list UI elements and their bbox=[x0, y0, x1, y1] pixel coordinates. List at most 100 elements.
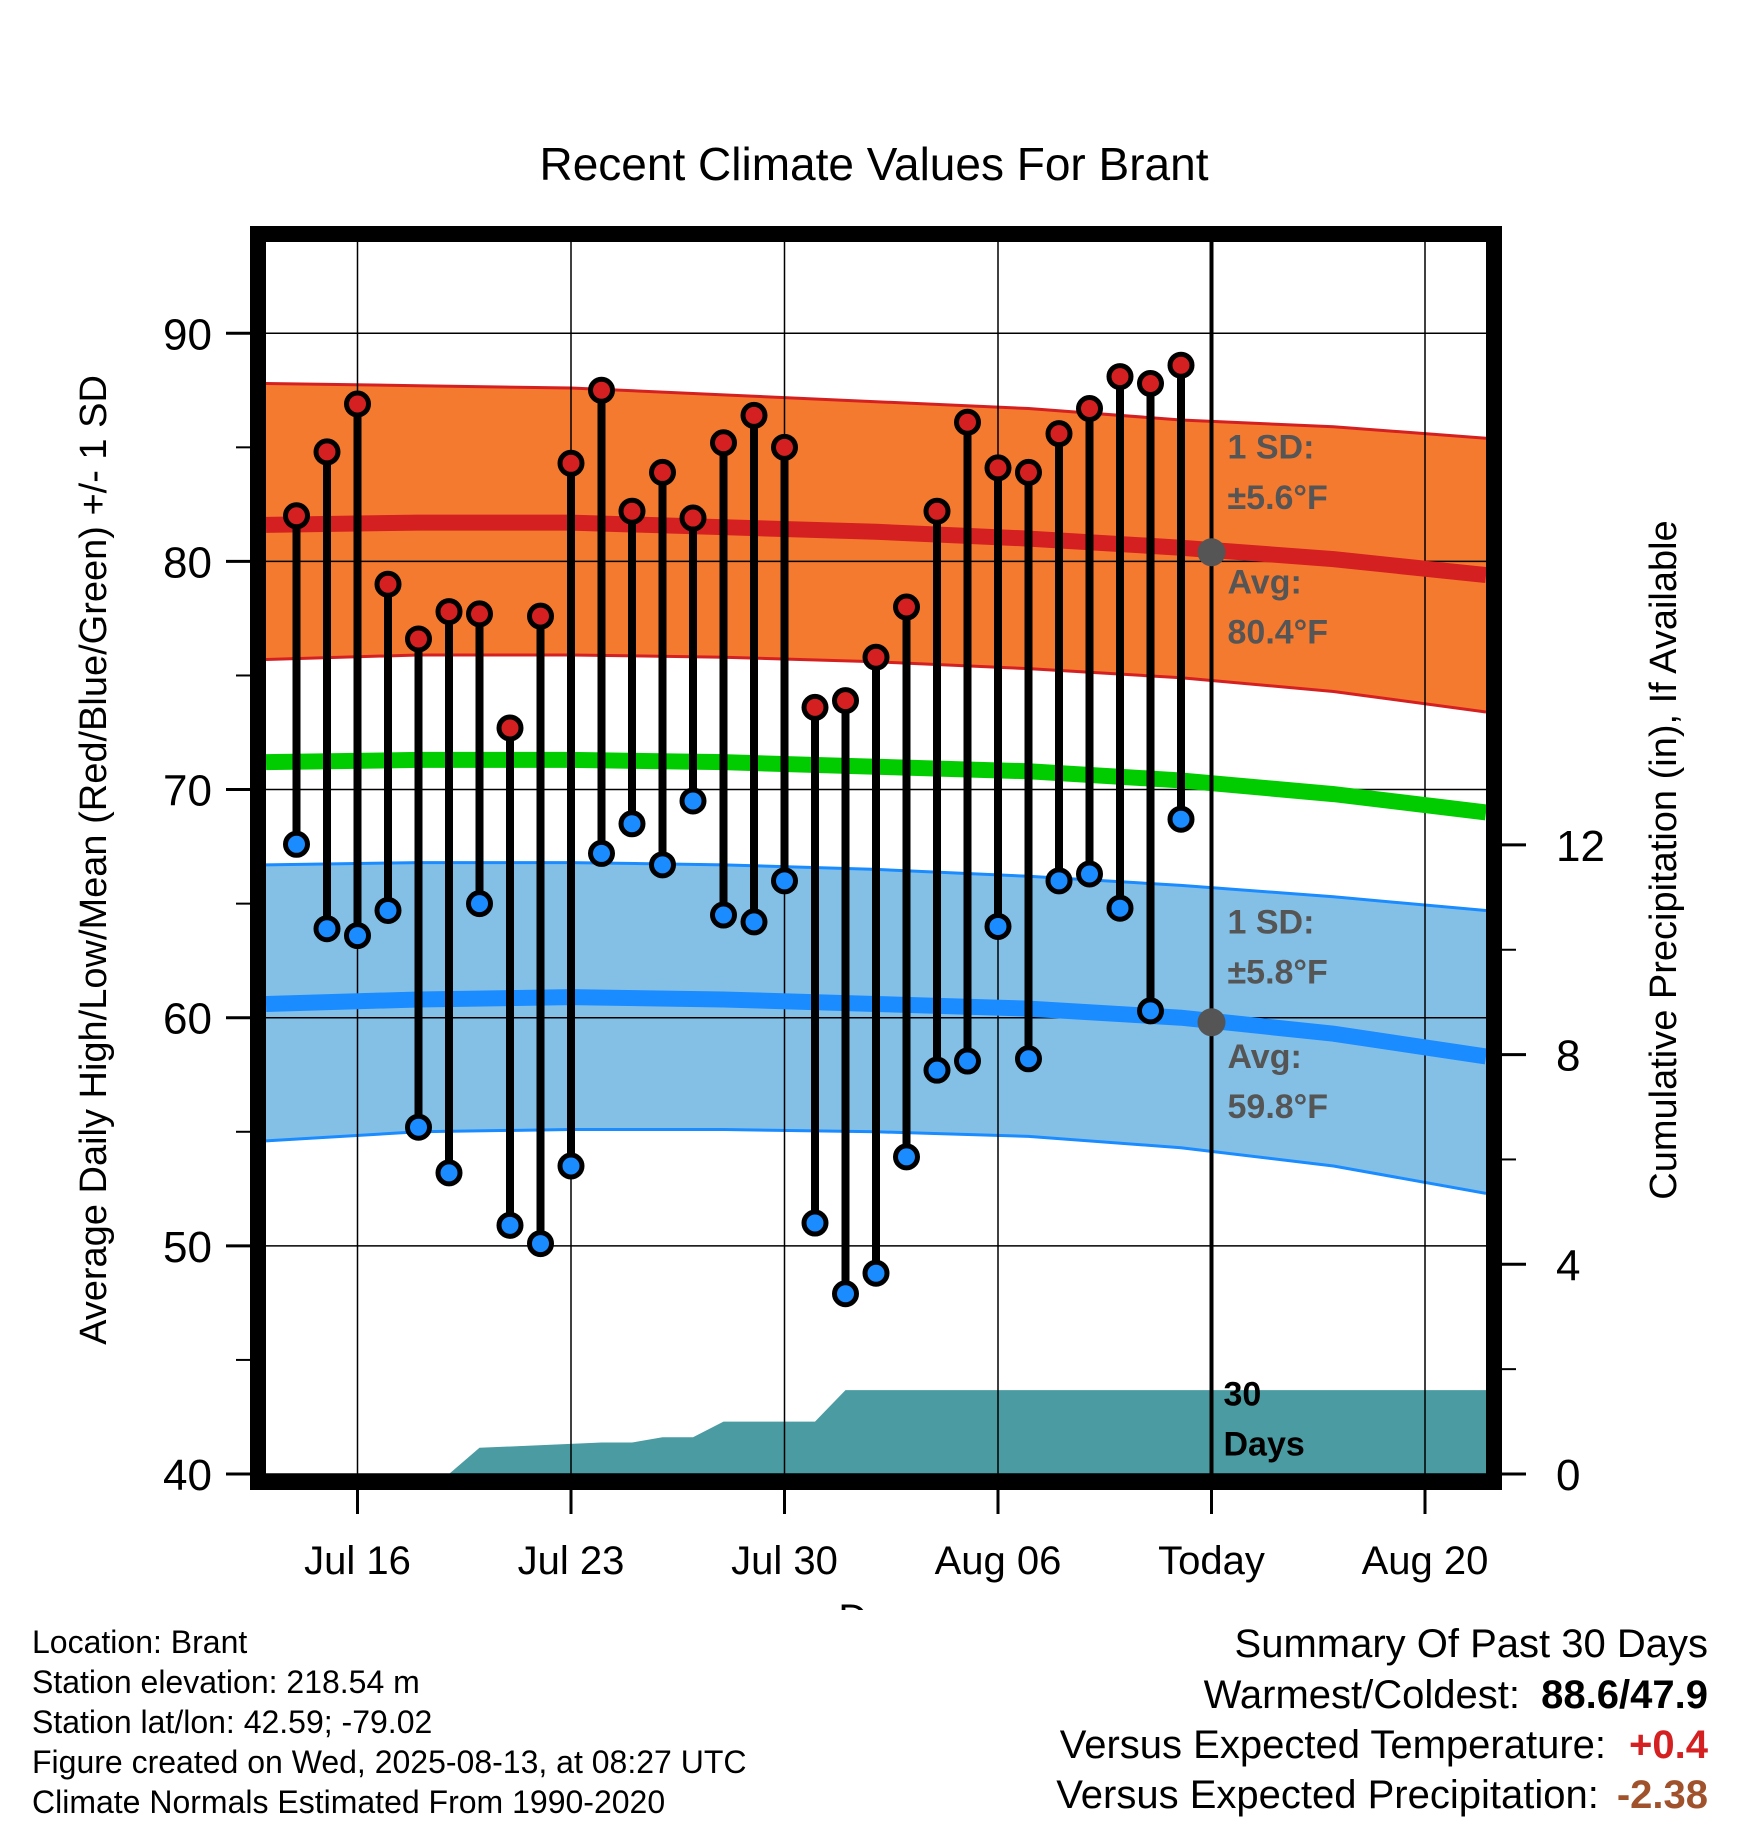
daily-low-point bbox=[344, 922, 371, 950]
daily-low-point bbox=[862, 1259, 890, 1287]
y-right-tick-label: 8 bbox=[1556, 1032, 1580, 1081]
daily-high-point bbox=[618, 497, 646, 525]
daily-high-point bbox=[405, 625, 432, 653]
chart-title: Recent Climate Values For Brant bbox=[540, 138, 1209, 190]
location-text: Location: Brant bbox=[32, 1624, 248, 1660]
y-axis-label-right: Cumulative Precipitation (in), If Availa… bbox=[1643, 520, 1685, 1199]
daily-high-point bbox=[679, 504, 707, 532]
daily-high-point bbox=[862, 643, 890, 671]
daily-high-point bbox=[923, 497, 951, 525]
daily-high-point bbox=[649, 458, 676, 486]
daily-high-point bbox=[1106, 363, 1134, 391]
station-info: Location: Brant Station elevation: 218.5… bbox=[32, 1622, 746, 1822]
daily-low-point bbox=[740, 908, 768, 936]
normals-text: Climate Normals Estimated From 1990-2020 bbox=[32, 1784, 666, 1820]
daily-low-point bbox=[710, 901, 737, 929]
daily-low-point bbox=[923, 1056, 951, 1084]
y-right-tick-label: 4 bbox=[1556, 1241, 1580, 1290]
y-tick-label: 50 bbox=[163, 1223, 212, 1272]
daily-high-point bbox=[466, 600, 493, 628]
high-sd-value: ±5.6°F bbox=[1228, 479, 1328, 517]
daily-high-point bbox=[496, 714, 524, 742]
y-right-tick-label: 0 bbox=[1556, 1451, 1580, 1500]
high-band-upper-edge bbox=[266, 381, 1486, 440]
daily-high-point bbox=[527, 602, 554, 630]
y-axis-right: 0 4 8 12 bbox=[1502, 822, 1605, 1500]
plot-frame bbox=[250, 226, 1502, 1490]
daily-high-point bbox=[283, 502, 310, 530]
x-tick-label: Aug 06 bbox=[935, 1539, 1062, 1583]
y-tick-label: 40 bbox=[163, 1451, 212, 1500]
daily-high-point bbox=[954, 408, 981, 436]
daily-low-point bbox=[527, 1230, 554, 1258]
warm-cold-label: Warmest/Coldest: bbox=[1203, 1673, 1520, 1717]
daily-low-point bbox=[496, 1211, 524, 1239]
temp-value: +0.4 bbox=[1629, 1723, 1708, 1767]
daily-high-point bbox=[893, 593, 920, 621]
summary-panel: Summary Of Past 30 Days Warmest/Coldest:… bbox=[1056, 1618, 1708, 1820]
daily-high-point bbox=[344, 390, 371, 418]
high-avg-label: Avg: bbox=[1228, 563, 1302, 601]
daily-low-point bbox=[283, 830, 310, 858]
y-tick-label: 90 bbox=[163, 310, 212, 359]
daily-low-point bbox=[466, 890, 493, 918]
low-sd-label: 1 SD: bbox=[1228, 903, 1315, 941]
summary-temp: Versus Expected Temperature: +0.4 bbox=[1056, 1720, 1708, 1770]
daily-low-point bbox=[557, 1152, 585, 1180]
daily-high-point bbox=[1045, 420, 1073, 448]
daily-high-point bbox=[435, 598, 463, 626]
low-avg-value: 59.8°F bbox=[1228, 1088, 1329, 1126]
climate-chart: Recent Climate Values For Brant 1 SD: ±5.… bbox=[73, 138, 1685, 1610]
daily-low-point bbox=[893, 1143, 920, 1171]
x-tick-label: Aug 20 bbox=[1362, 1539, 1489, 1583]
daily-high-point bbox=[710, 429, 737, 457]
summary-precip: Versus Expected Precipitation: -2.38 bbox=[1056, 1770, 1708, 1820]
y-axis-label-left: Average Daily High/Low/Mean (Red/Blue/Gr… bbox=[73, 375, 115, 1345]
temp-label: Versus Expected Temperature: bbox=[1059, 1723, 1606, 1767]
x-tick-label: Today bbox=[1158, 1539, 1265, 1583]
daily-high-point bbox=[771, 433, 798, 461]
y-tick-label: 80 bbox=[163, 538, 212, 587]
warm-cold-value: 88.6/47.9 bbox=[1541, 1673, 1708, 1717]
high-avg-line bbox=[266, 514, 1486, 584]
daily-low-point bbox=[618, 810, 646, 838]
window-unit-label: Days bbox=[1224, 1426, 1305, 1464]
daily-low-point bbox=[435, 1159, 463, 1187]
window-count-label: 30 bbox=[1224, 1376, 1262, 1414]
daily-low-point bbox=[1137, 997, 1164, 1025]
daily-high-point bbox=[588, 376, 615, 404]
daily-high-point bbox=[801, 693, 829, 721]
x-axis-label: Day bbox=[838, 1597, 909, 1610]
daily-high-point bbox=[313, 438, 341, 466]
daily-low-point bbox=[1167, 805, 1195, 833]
precip-label: Versus Expected Precipitation: bbox=[1056, 1773, 1599, 1817]
today-high-avg-dot bbox=[1197, 538, 1226, 567]
daily-low-point bbox=[1045, 867, 1073, 895]
daily-low-point bbox=[1015, 1045, 1042, 1073]
daily-low-point bbox=[801, 1209, 829, 1237]
high-sd-label: 1 SD: bbox=[1228, 429, 1315, 467]
daily-high-point bbox=[1076, 395, 1103, 423]
daily-low-point bbox=[588, 839, 615, 867]
daily-high-point bbox=[740, 401, 768, 429]
y-axis-left: 40 50 60 70 80 90 bbox=[163, 310, 250, 1500]
daily-low-point bbox=[1076, 860, 1103, 888]
created-text: Figure created on Wed, 2025-08-13, at 08… bbox=[32, 1744, 747, 1780]
daily-low-point bbox=[984, 912, 1012, 940]
x-tick-label: Jul 30 bbox=[731, 1539, 838, 1583]
daily-high-point bbox=[557, 449, 585, 477]
high-avg-value: 80.4°F bbox=[1228, 614, 1329, 652]
daily-high-point bbox=[832, 687, 859, 715]
daily-low-point bbox=[1106, 894, 1134, 922]
daily-high-point bbox=[1167, 351, 1195, 379]
x-tick-label: Jul 23 bbox=[518, 1539, 625, 1583]
x-tick-label: Jul 16 bbox=[304, 1539, 411, 1583]
daily-low-point bbox=[374, 896, 402, 924]
daily-high-point bbox=[1137, 369, 1164, 397]
summary-warm-cold: Warmest/Coldest: 88.6/47.9 bbox=[1056, 1670, 1708, 1720]
daily-low-point bbox=[313, 915, 341, 943]
daily-low-point bbox=[771, 867, 798, 895]
latlon-text: Station lat/lon: 42.59; -79.02 bbox=[32, 1704, 433, 1740]
low-avg-label: Avg: bbox=[1228, 1038, 1302, 1076]
plot-area: 1 SD: ±5.6°F Avg: 80.4°F 1 SD: ±5.8°F Avg: 59.8… bbox=[266, 242, 1486, 1474]
